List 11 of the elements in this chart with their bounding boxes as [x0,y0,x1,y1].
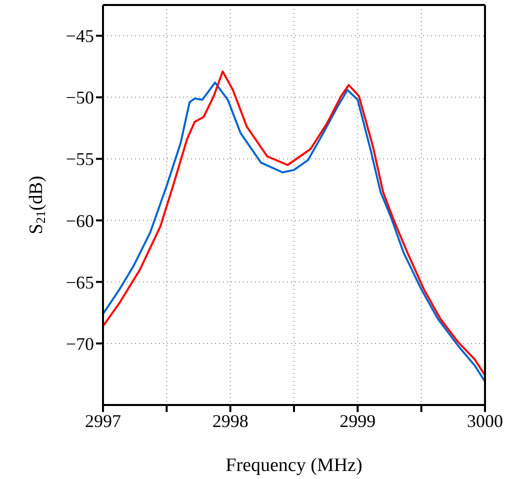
y-tick-label: −60 [66,210,94,231]
y-tick-label: −50 [66,88,94,108]
x-tick-label: 2997 [85,410,121,431]
x-tick-label: 2999 [340,410,376,431]
y-tick-label: −45 [66,26,94,46]
y-tick-label: −65 [66,272,94,292]
y-tick-label: −70 [66,334,94,354]
x-axis-title: Frequency (MHz) [226,455,362,476]
x-tick-label: 3000 [467,410,503,431]
x-tick-label: 2998 [212,410,248,431]
y-tick-label: −55 [66,149,94,170]
